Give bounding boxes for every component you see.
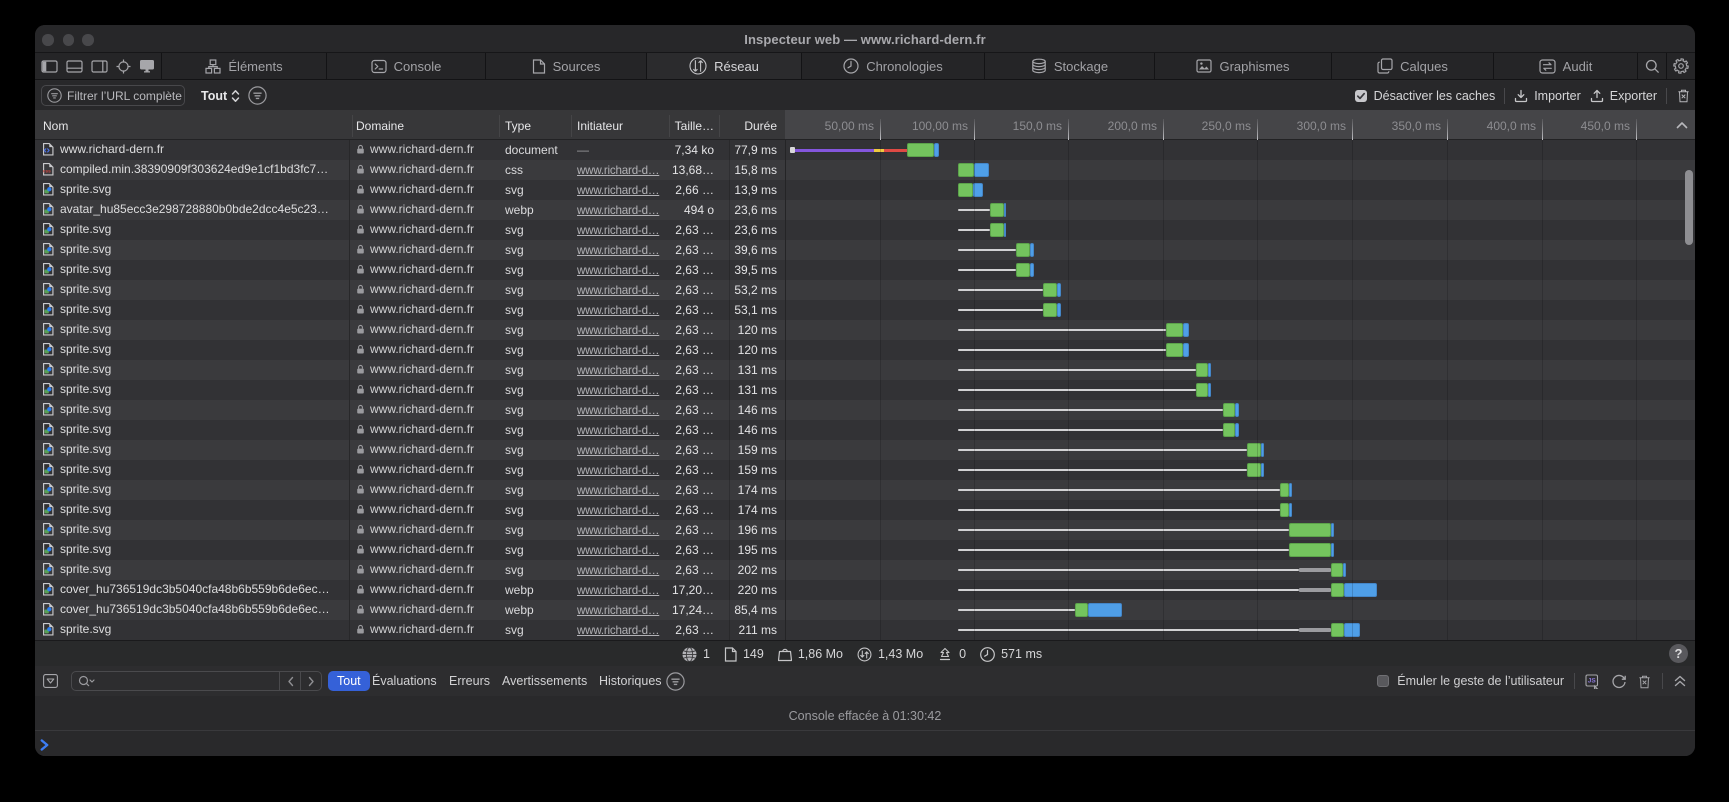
svg-text:JS: JS	[1588, 677, 1597, 684]
svg-text:css: css	[43, 169, 51, 174]
